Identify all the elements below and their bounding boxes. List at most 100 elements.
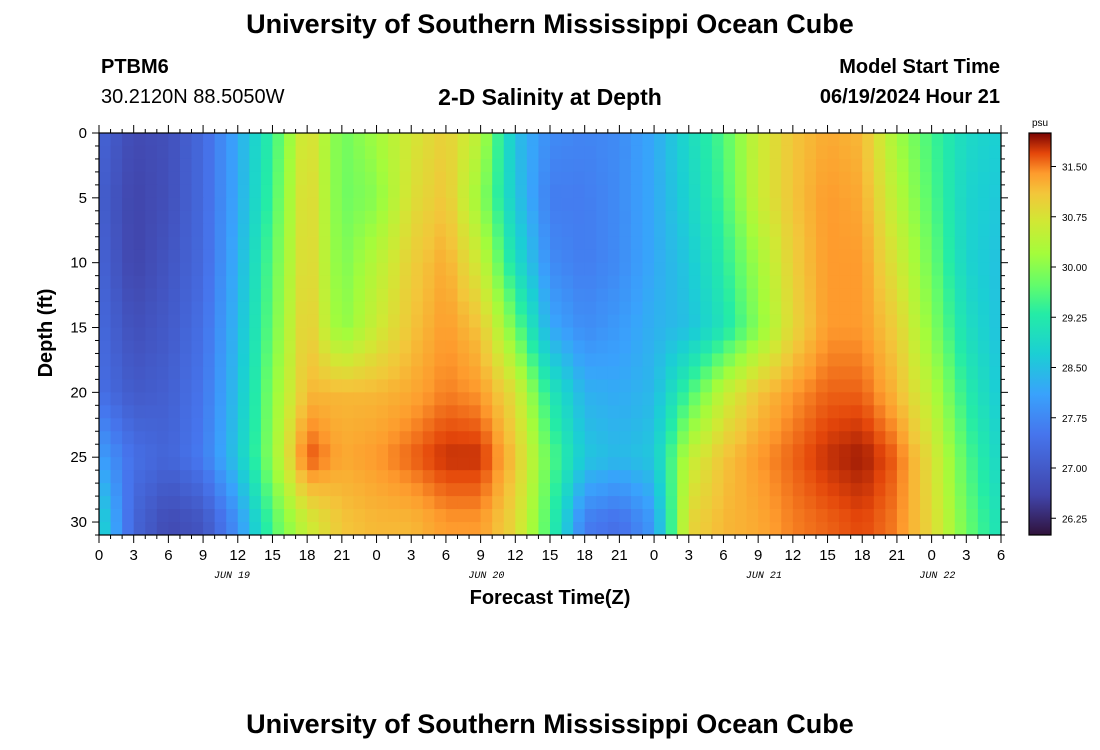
heatmap-cell <box>214 145 227 160</box>
heatmap-cell <box>584 133 597 147</box>
heatmap-cell <box>99 470 112 484</box>
heatmap-cell <box>827 431 840 445</box>
heatmap-cell <box>827 197 840 212</box>
heatmap-cell <box>630 444 644 458</box>
heatmap-cell <box>295 301 308 316</box>
heatmap-cell <box>769 353 782 368</box>
heatmap-cell <box>353 457 366 471</box>
heatmap-cell <box>399 197 412 212</box>
heatmap-cell <box>769 314 782 329</box>
heatmap-cell <box>550 249 563 264</box>
heatmap-cell <box>469 340 482 355</box>
heatmap-cell <box>272 197 285 212</box>
heatmap-cell <box>492 353 505 368</box>
heatmap-cell <box>122 379 135 393</box>
heatmap-cell <box>642 236 655 251</box>
heatmap-cell <box>260 197 274 212</box>
heatmap-cell <box>573 522 586 535</box>
heatmap-cell <box>677 444 690 458</box>
heatmap-cell <box>388 197 401 212</box>
heatmap-cell <box>966 158 979 173</box>
heatmap-cell <box>260 210 274 225</box>
heatmap-cell <box>839 145 852 160</box>
heatmap-cell <box>445 366 459 380</box>
heatmap-cell <box>573 483 586 497</box>
heatmap-cell <box>850 457 863 471</box>
heatmap-cell <box>503 133 516 147</box>
y-tick-label: 30 <box>70 514 87 531</box>
heatmap-cell <box>711 262 725 277</box>
heatmap-cell <box>295 470 308 484</box>
heatmap-cell <box>341 431 355 445</box>
heatmap-cell <box>179 366 193 380</box>
heatmap-cell <box>237 392 250 406</box>
heatmap-cell <box>885 405 898 419</box>
heatmap-cell <box>781 171 794 186</box>
heatmap-cell <box>630 288 644 303</box>
heatmap-cell <box>168 197 181 212</box>
heatmap-cell <box>804 275 817 290</box>
heatmap-cell <box>480 379 493 393</box>
heatmap-cell <box>122 301 135 316</box>
heatmap-cell <box>411 184 424 199</box>
y-tick-label: 25 <box>70 449 87 466</box>
colorbar-unit: psu <box>1032 118 1048 129</box>
heatmap-cell <box>179 392 193 406</box>
heatmap-cell <box>422 353 435 368</box>
heatmap-cell <box>920 249 933 264</box>
heatmap-cell <box>596 314 609 329</box>
heatmap-cell <box>434 249 447 264</box>
heatmap-cell <box>931 496 944 510</box>
heatmap-cell <box>827 392 840 406</box>
heatmap-cell <box>330 457 343 471</box>
heatmap-cell <box>873 379 886 393</box>
heatmap-cell <box>330 197 343 212</box>
heatmap-cell <box>873 262 886 277</box>
heatmap-cell <box>711 522 725 535</box>
heatmap-cell <box>630 457 644 471</box>
heatmap-cell <box>642 418 655 432</box>
heatmap-cell <box>260 145 274 160</box>
heatmap-cell <box>839 288 852 303</box>
x-tick-label: 6 <box>997 547 1005 564</box>
heatmap-cell <box>908 340 921 355</box>
heatmap-cell <box>885 184 898 199</box>
heatmap-cell <box>272 262 285 277</box>
heatmap-cell <box>399 340 412 355</box>
heatmap-cell <box>607 184 620 199</box>
heatmap-cell <box>364 314 378 329</box>
heatmap-cell <box>711 379 725 393</box>
heatmap-cell <box>827 145 840 160</box>
heatmap-cell <box>561 353 574 368</box>
heatmap-cell <box>746 353 759 368</box>
heatmap-cell <box>191 470 204 484</box>
heatmap-cell <box>746 262 759 277</box>
heatmap-cell <box>804 405 817 419</box>
heatmap-cell <box>931 275 944 290</box>
heatmap-cell <box>735 509 748 523</box>
heatmap-cell <box>156 457 169 471</box>
heatmap-cell <box>896 133 910 147</box>
heatmap-cell <box>700 171 713 186</box>
heatmap-cell <box>746 210 759 225</box>
heatmap-cell <box>758 340 771 355</box>
heatmap-cell <box>110 405 123 419</box>
heatmap-cell <box>550 145 563 160</box>
heatmap-cell <box>758 184 771 199</box>
heatmap-cell <box>122 145 135 160</box>
heatmap-cell <box>896 288 910 303</box>
heatmap-cell <box>353 249 366 264</box>
heatmap-cell <box>295 366 308 380</box>
heatmap-cell <box>237 457 250 471</box>
heatmap-cell <box>179 145 193 160</box>
heatmap-cell <box>885 171 898 186</box>
heatmap-cell <box>515 327 528 342</box>
heatmap-cell <box>260 418 274 432</box>
heatmap-cell <box>550 366 563 380</box>
heatmap-cell <box>156 431 169 445</box>
heatmap-cell <box>700 457 713 471</box>
heatmap-cell <box>642 262 655 277</box>
heatmap-cell <box>711 236 725 251</box>
heatmap-cell <box>630 470 644 484</box>
heatmap-cell <box>457 418 470 432</box>
